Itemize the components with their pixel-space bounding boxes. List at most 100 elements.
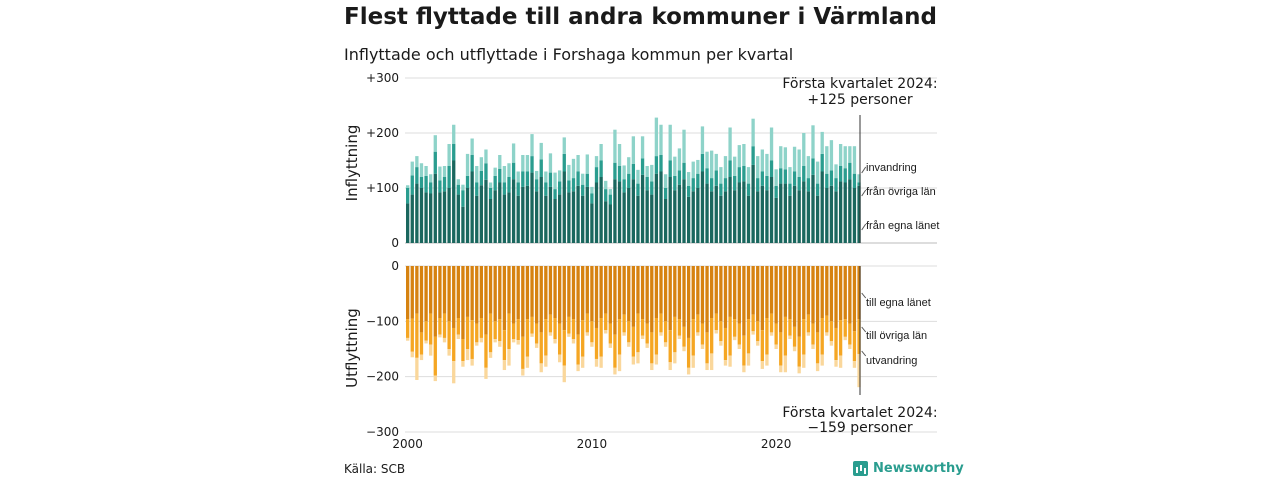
bar-segment xyxy=(650,194,654,243)
bar-segment xyxy=(438,192,442,243)
bar-segment xyxy=(594,358,599,367)
bar-segment xyxy=(604,266,608,314)
bar-segment xyxy=(848,162,852,180)
bar-segment xyxy=(548,266,553,315)
bar-segment xyxy=(622,332,626,336)
bar-segment xyxy=(461,184,465,191)
bar-segment xyxy=(461,339,465,362)
bar-segment xyxy=(760,149,764,172)
bar-segment xyxy=(760,361,764,369)
bar-segment xyxy=(719,341,723,346)
bar-segment xyxy=(558,354,562,363)
bar-segment xyxy=(571,178,576,192)
bar-segment xyxy=(700,153,705,172)
bar-segment xyxy=(719,183,723,196)
bar-segment xyxy=(613,334,617,368)
bar-segment xyxy=(774,185,778,198)
bar-segment xyxy=(544,182,548,196)
leader-line xyxy=(861,326,867,333)
bar-segment xyxy=(668,160,672,177)
bar-segment xyxy=(521,186,525,243)
bar-segment xyxy=(433,151,437,174)
annotation-text: +125 personer xyxy=(807,92,913,108)
bar-segment xyxy=(663,174,668,188)
bar-segment xyxy=(553,266,557,319)
bar-segment xyxy=(617,319,622,355)
bar-segment xyxy=(534,343,539,348)
bar-segment xyxy=(622,192,626,243)
bar-segment xyxy=(479,266,484,319)
y-tick-label: −300 xyxy=(366,425,399,439)
bar-segment xyxy=(442,337,447,343)
bar-segment xyxy=(802,166,806,182)
bar-segment xyxy=(710,266,714,319)
bar-segment xyxy=(682,266,686,327)
bar-segment xyxy=(419,332,424,355)
bar-segment xyxy=(654,354,659,365)
bar-segment xyxy=(429,174,433,183)
bar-segment xyxy=(599,177,603,243)
bar-segment xyxy=(700,171,705,243)
bar-segment xyxy=(723,266,728,328)
bar-segment xyxy=(581,266,585,321)
bar-segment xyxy=(424,175,428,193)
bar-segment xyxy=(802,133,806,166)
bar-segment xyxy=(521,171,525,187)
source-note: Källa: SCB xyxy=(344,462,406,476)
bar-segment xyxy=(571,158,576,179)
segment-label: till egna länet xyxy=(866,297,931,309)
bar-segment xyxy=(728,160,732,177)
bar-segment xyxy=(820,318,824,355)
bar-segment xyxy=(465,153,470,176)
x-tick-label: 2020 xyxy=(761,437,792,451)
bar-segment xyxy=(562,365,566,383)
bar-segment xyxy=(438,166,442,181)
bar-segment xyxy=(673,316,677,353)
bar-segment xyxy=(590,321,594,343)
bar-segment xyxy=(516,171,520,183)
bar-segment xyxy=(631,179,636,243)
bar-segment xyxy=(507,177,511,193)
bar-segment xyxy=(534,323,539,344)
bar-segment xyxy=(498,155,502,169)
bar-segment xyxy=(843,168,847,183)
bar-segment xyxy=(498,168,502,183)
bar-segment xyxy=(714,330,718,334)
bar-segment xyxy=(622,179,626,193)
bar-segment xyxy=(783,147,788,170)
bar-segment xyxy=(452,327,456,362)
bar-segment xyxy=(475,266,479,324)
bar-segment xyxy=(705,363,709,371)
bar-segment xyxy=(834,178,838,192)
bar-segment xyxy=(779,266,783,333)
bar-segment xyxy=(852,188,857,243)
bar-segment xyxy=(645,266,649,324)
bar-segment xyxy=(815,161,820,184)
bar-segment xyxy=(576,334,580,365)
bar-segment xyxy=(650,266,654,333)
bar-segment xyxy=(792,185,797,243)
bar-segment xyxy=(438,266,442,319)
bar-segment xyxy=(488,199,493,243)
bar-segment xyxy=(516,319,520,341)
bar-segment xyxy=(617,181,622,243)
bar-segment xyxy=(806,314,811,333)
bar-segment xyxy=(415,357,419,380)
bar-segment xyxy=(829,266,834,322)
bar-segment xyxy=(733,156,737,176)
bar-segment xyxy=(498,319,502,342)
bar-segment xyxy=(700,266,705,324)
bar-segment xyxy=(765,190,769,243)
bar-segment xyxy=(650,164,654,182)
bar-segment xyxy=(488,352,493,358)
bar-segment xyxy=(820,266,824,319)
bar-segment xyxy=(461,190,465,207)
segment-label: från övriga län xyxy=(866,186,936,198)
bar-segment xyxy=(843,319,847,337)
bar-segment xyxy=(742,266,746,336)
bar-segment xyxy=(682,179,686,243)
bar-segment xyxy=(465,349,470,361)
bar-segment xyxy=(608,323,612,344)
bar-segment xyxy=(470,171,474,243)
bar-segment xyxy=(811,323,815,345)
